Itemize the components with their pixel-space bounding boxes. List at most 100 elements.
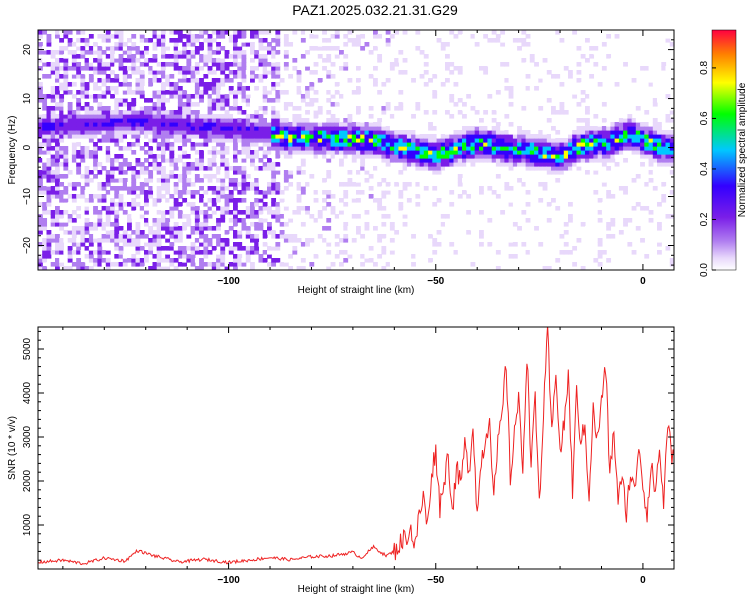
heatmap-cell xyxy=(262,38,268,43)
heatmap-cell xyxy=(288,154,294,159)
heatmap-cell xyxy=(296,194,302,199)
heatmap-cell xyxy=(373,130,378,135)
heatmap-cell xyxy=(42,50,48,55)
heatmap-cell xyxy=(258,166,264,171)
heatmap-cell xyxy=(627,150,633,155)
heatmap-cell xyxy=(500,142,506,147)
heatmap-cell xyxy=(169,198,175,203)
heatmap-cell xyxy=(46,86,52,91)
heatmap-cell xyxy=(127,86,132,91)
heatmap-cell xyxy=(271,50,277,55)
heatmap-cell xyxy=(220,94,226,99)
heatmap-cell xyxy=(432,186,438,191)
heatmap-cell xyxy=(190,254,196,259)
heatmap-cell xyxy=(203,166,209,171)
heatmap-cell xyxy=(199,238,204,243)
heatmap-cell xyxy=(296,166,302,171)
heatmap-cell xyxy=(211,30,217,35)
heatmap-cell xyxy=(601,202,607,207)
heatmap-cell xyxy=(186,126,192,131)
heatmap-cell xyxy=(254,154,260,159)
heatmap-cell xyxy=(657,126,662,131)
heatmap-cell xyxy=(415,202,421,207)
heatmap-cell xyxy=(377,134,383,139)
heatmap-cell xyxy=(173,46,179,51)
heatmap-cell xyxy=(479,118,484,123)
heatmap-cell xyxy=(267,250,272,255)
heatmap-cell xyxy=(262,58,268,63)
heatmap-cell xyxy=(177,102,183,107)
heatmap-cell xyxy=(127,110,132,115)
heatmap-cell xyxy=(415,134,421,139)
heatmap-cell xyxy=(381,142,387,147)
heatmap-cell xyxy=(262,94,268,99)
heatmap-cell xyxy=(652,126,658,131)
heatmap-cell xyxy=(80,230,86,235)
heatmap-cell xyxy=(585,122,590,127)
heatmap-cell xyxy=(330,94,336,99)
heatmap-cell xyxy=(271,74,277,79)
heatmap-cell xyxy=(440,142,446,147)
heatmap-cell xyxy=(597,146,603,151)
heatmap-cell xyxy=(635,262,641,267)
heatmap-cell xyxy=(657,50,662,55)
heatmap-cell xyxy=(339,50,344,55)
heatmap-cell xyxy=(381,134,387,139)
heatmap-cell xyxy=(364,190,370,195)
heatmap-cell xyxy=(296,106,302,111)
heatmap-cell xyxy=(220,170,226,175)
heatmap-cell xyxy=(322,226,327,231)
heatmap-cell xyxy=(122,170,128,175)
heatmap-cell xyxy=(406,254,412,259)
heatmap-cell xyxy=(144,234,149,239)
heatmap-cell xyxy=(648,130,654,135)
heatmap-cell xyxy=(322,46,327,51)
heatmap-cell xyxy=(76,266,82,270)
heatmap-cell xyxy=(156,134,162,139)
heatmap-cell xyxy=(88,110,94,115)
heatmap-cell xyxy=(262,54,268,59)
heatmap-cell xyxy=(601,134,607,139)
heatmap-cell xyxy=(508,122,514,127)
heatmap-cell xyxy=(279,78,285,83)
heatmap-cell xyxy=(122,90,128,95)
heatmap-cell xyxy=(601,66,607,71)
heatmap-cell xyxy=(551,198,556,203)
heatmap-cell xyxy=(661,162,667,167)
heatmap-cell xyxy=(55,30,60,35)
heatmap-cell xyxy=(368,134,374,139)
heatmap-cell xyxy=(601,190,607,195)
heatmap-cell xyxy=(186,106,192,111)
heatmap-cell xyxy=(139,62,145,67)
heatmap-cell xyxy=(254,122,260,127)
heatmap-cell xyxy=(101,134,107,139)
heatmap-cell xyxy=(267,222,272,227)
heatmap-cell xyxy=(428,166,433,171)
heatmap-cell xyxy=(279,90,285,95)
heatmap-cell xyxy=(521,58,527,63)
heatmap-cell xyxy=(161,158,166,163)
heatmap-cell xyxy=(254,210,260,215)
heatmap-cell xyxy=(606,190,612,195)
heatmap-cell xyxy=(309,182,315,187)
heatmap-cell xyxy=(648,182,654,187)
heatmap-cell xyxy=(406,198,412,203)
heatmap-cell xyxy=(80,242,86,247)
heatmap-cell xyxy=(483,50,489,55)
heatmap-cell xyxy=(411,78,416,83)
heatmap-cell xyxy=(194,162,200,167)
heatmap-cell xyxy=(597,218,603,223)
heatmap-cell xyxy=(453,130,459,135)
heatmap-cell xyxy=(313,126,319,131)
heatmap-cell xyxy=(55,214,60,219)
heatmap-cell xyxy=(105,150,111,155)
heatmap-cell xyxy=(233,206,238,211)
heatmap-cell xyxy=(271,138,277,143)
heatmap-cell xyxy=(186,58,192,63)
heatmap-cell xyxy=(576,162,582,167)
heatmap-cell xyxy=(118,118,124,123)
heatmap-cell xyxy=(211,38,217,43)
heatmap-cell xyxy=(216,186,221,191)
heatmap-cell xyxy=(224,134,230,139)
heatmap-cell xyxy=(377,34,383,39)
